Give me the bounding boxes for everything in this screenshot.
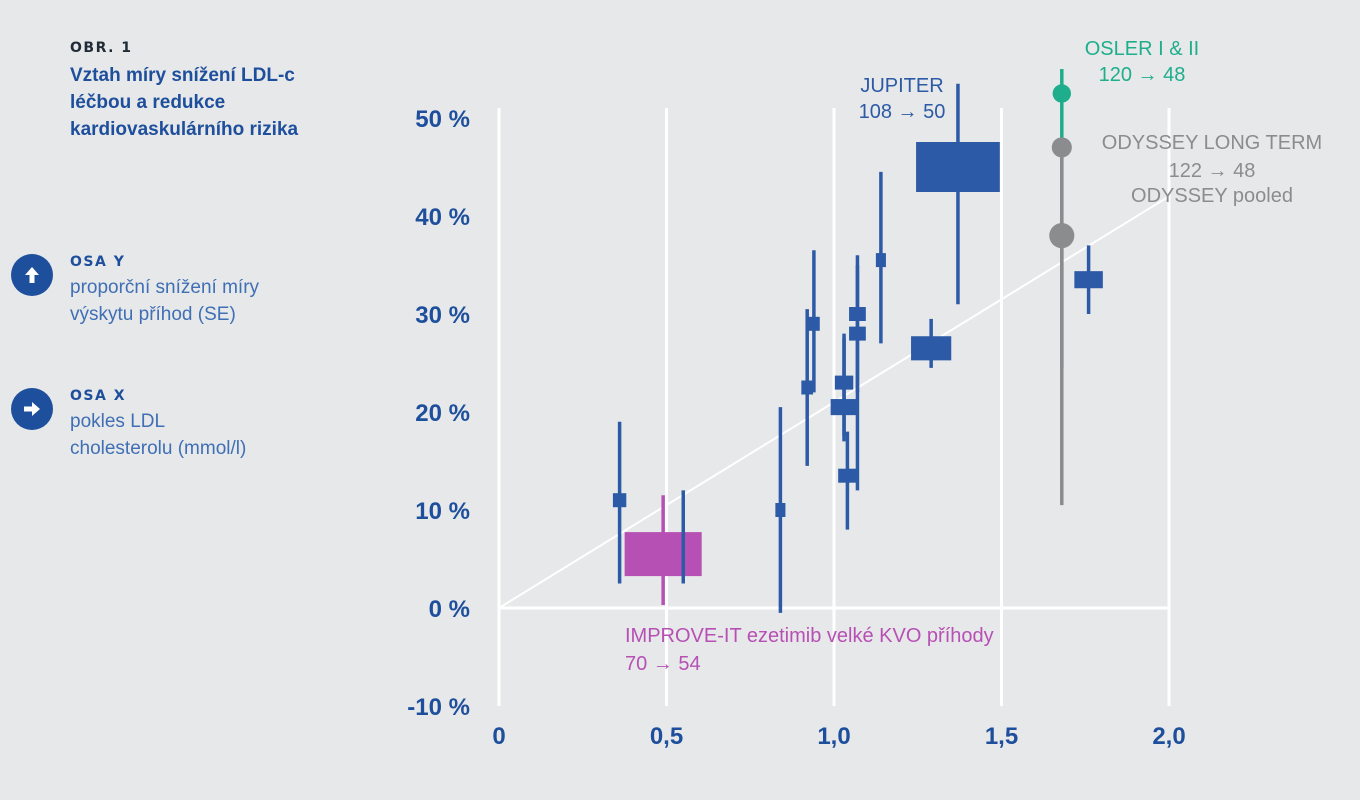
y-tick-label: 20 % bbox=[415, 400, 470, 427]
figure-label: OBR. 1 bbox=[70, 40, 133, 56]
y-tick-label: 30 % bbox=[415, 302, 470, 329]
trial-marker bbox=[834, 375, 854, 390]
trial-marker bbox=[1049, 223, 1075, 249]
x-axis-heading: OSA X bbox=[70, 388, 126, 404]
trial-marker bbox=[808, 316, 820, 331]
trial-marker bbox=[1074, 271, 1103, 289]
trial-marker bbox=[1051, 137, 1072, 158]
annotation-values: 70 → 54 bbox=[625, 653, 701, 675]
annotation-values: 108 → 50 bbox=[859, 101, 946, 123]
y-tick-label: -10 % bbox=[407, 694, 470, 721]
annotation-title: OSLER I & II bbox=[1085, 38, 1199, 60]
annotation-title: ODYSSEY pooled bbox=[1131, 185, 1293, 207]
annotation-title: IMPROVE-IT ezetimib velké KVO příhody bbox=[625, 625, 994, 647]
x-tick-label: 0,5 bbox=[650, 723, 683, 750]
trial-marker bbox=[875, 253, 886, 268]
y-axis-description: proporční snížení míry výskytu příhod (S… bbox=[70, 277, 260, 325]
y-tick-label: 0 % bbox=[429, 596, 470, 623]
trial-marker bbox=[838, 468, 857, 483]
y-tick-label: 50 % bbox=[415, 106, 470, 133]
x-tick-label: 1,0 bbox=[817, 723, 850, 750]
trial-marker bbox=[849, 326, 866, 341]
trial-marker bbox=[916, 142, 1000, 192]
trial-marker bbox=[911, 336, 952, 361]
annotation-values: 120 → 48 bbox=[1099, 64, 1186, 86]
annotation-title: JUPITER bbox=[860, 75, 943, 97]
trial-marker bbox=[612, 493, 627, 508]
trial-marker bbox=[1052, 84, 1072, 103]
x-axis-description: pokles LDL cholesterolu (mmol/l) bbox=[70, 411, 247, 459]
trial-marker bbox=[775, 503, 786, 517]
arrow-right-icon bbox=[11, 388, 53, 430]
trial-marker bbox=[624, 532, 702, 577]
y-tick-label: 10 % bbox=[415, 498, 470, 525]
x-tick-label: 0 bbox=[492, 723, 505, 750]
annotation-title: ODYSSEY LONG TERM bbox=[1102, 132, 1322, 154]
figure-title: Vztah míry snížení LDL-c léčbou a redukc… bbox=[70, 65, 299, 140]
y-tick-label: 40 % bbox=[415, 204, 470, 231]
x-tick-label: 1,5 bbox=[985, 723, 1018, 750]
trial-marker bbox=[801, 380, 814, 395]
y-axis-heading: OSA Y bbox=[70, 254, 126, 270]
arrow-up-icon bbox=[11, 254, 53, 296]
annotation-values: 122 → 48 bbox=[1169, 160, 1256, 182]
x-tick-label: 2,0 bbox=[1152, 723, 1185, 750]
